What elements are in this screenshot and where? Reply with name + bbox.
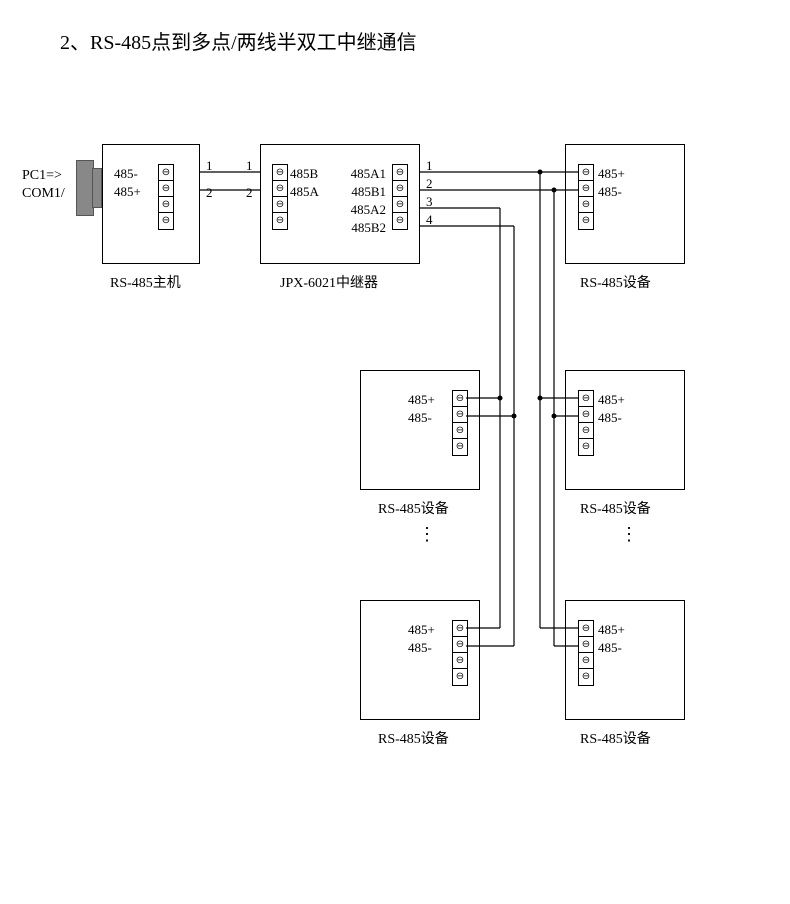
repeater-rw2: 2 <box>426 176 433 192</box>
ellipsis-left: ⋮ <box>418 530 436 539</box>
device-l3-minus: 485- <box>408 640 432 656</box>
repeater-rp1: 485A1 <box>338 166 386 182</box>
device-l2-plus: 485+ <box>408 392 435 408</box>
device-r3-minus: 485- <box>598 640 622 656</box>
device-r2-plus: 485+ <box>598 392 625 408</box>
repeater-rp3: 485A2 <box>338 202 386 218</box>
repeater-rp2: 485B1 <box>338 184 386 200</box>
device-r2-terminals: ⊖⊖⊖⊖ <box>578 390 594 456</box>
diagram-title: 2、RS-485点到多点/两线半双工中继通信 <box>60 26 417 55</box>
pc-label-2: COM1/ <box>22 186 65 202</box>
repeater-rp4: 485B2 <box>338 220 386 236</box>
master-pin1: 485- <box>114 166 138 182</box>
repeater-rw3: 3 <box>426 194 433 210</box>
pc-label-1: PC1=> <box>22 168 62 184</box>
device-r3-terminals: ⊖⊖⊖⊖ <box>578 620 594 686</box>
master-w2: 2 <box>206 185 213 201</box>
device-r1-terminals: ⊖⊖⊖⊖ <box>578 164 594 230</box>
device-r1-minus: 485- <box>598 184 622 200</box>
repeater-lw1: 1 <box>246 158 253 174</box>
device-l2-terminals: ⊖⊖⊖⊖ <box>452 390 468 456</box>
device-l2-caption: RS-485设备 <box>378 498 449 518</box>
repeater-left-terminals: ⊖⊖⊖⊖ <box>272 164 288 230</box>
device-l2-minus: 485- <box>408 410 432 426</box>
master-caption: RS-485主机 <box>110 272 181 292</box>
device-r2-minus: 485- <box>598 410 622 426</box>
device-r1-caption: RS-485设备 <box>580 272 651 292</box>
device-r1-plus: 485+ <box>598 166 625 182</box>
device-r3-caption: RS-485设备 <box>580 728 651 748</box>
ellipsis-right: ⋮ <box>620 530 638 539</box>
master-terminals: ⊖⊖⊖⊖ <box>158 164 174 230</box>
device-r2-caption: RS-485设备 <box>580 498 651 518</box>
device-l3-caption: RS-485设备 <box>378 728 449 748</box>
device-r3-plus: 485+ <box>598 622 625 638</box>
master-w1: 1 <box>206 158 213 174</box>
repeater-rw4: 4 <box>426 212 433 228</box>
master-pin2: 485+ <box>114 184 141 200</box>
device-l3-terminals: ⊖⊖⊖⊖ <box>452 620 468 686</box>
repeater-right-terminals: ⊖⊖⊖⊖ <box>392 164 408 230</box>
repeater-lp2: 485A <box>290 184 319 200</box>
db9-tab <box>92 168 102 208</box>
master-box <box>102 144 200 264</box>
repeater-lw2: 2 <box>246 185 253 201</box>
repeater-rw1: 1 <box>426 158 433 174</box>
repeater-caption: JPX-6021中继器 <box>280 272 378 292</box>
repeater-lp1: 485B <box>290 166 318 182</box>
device-l3-plus: 485+ <box>408 622 435 638</box>
